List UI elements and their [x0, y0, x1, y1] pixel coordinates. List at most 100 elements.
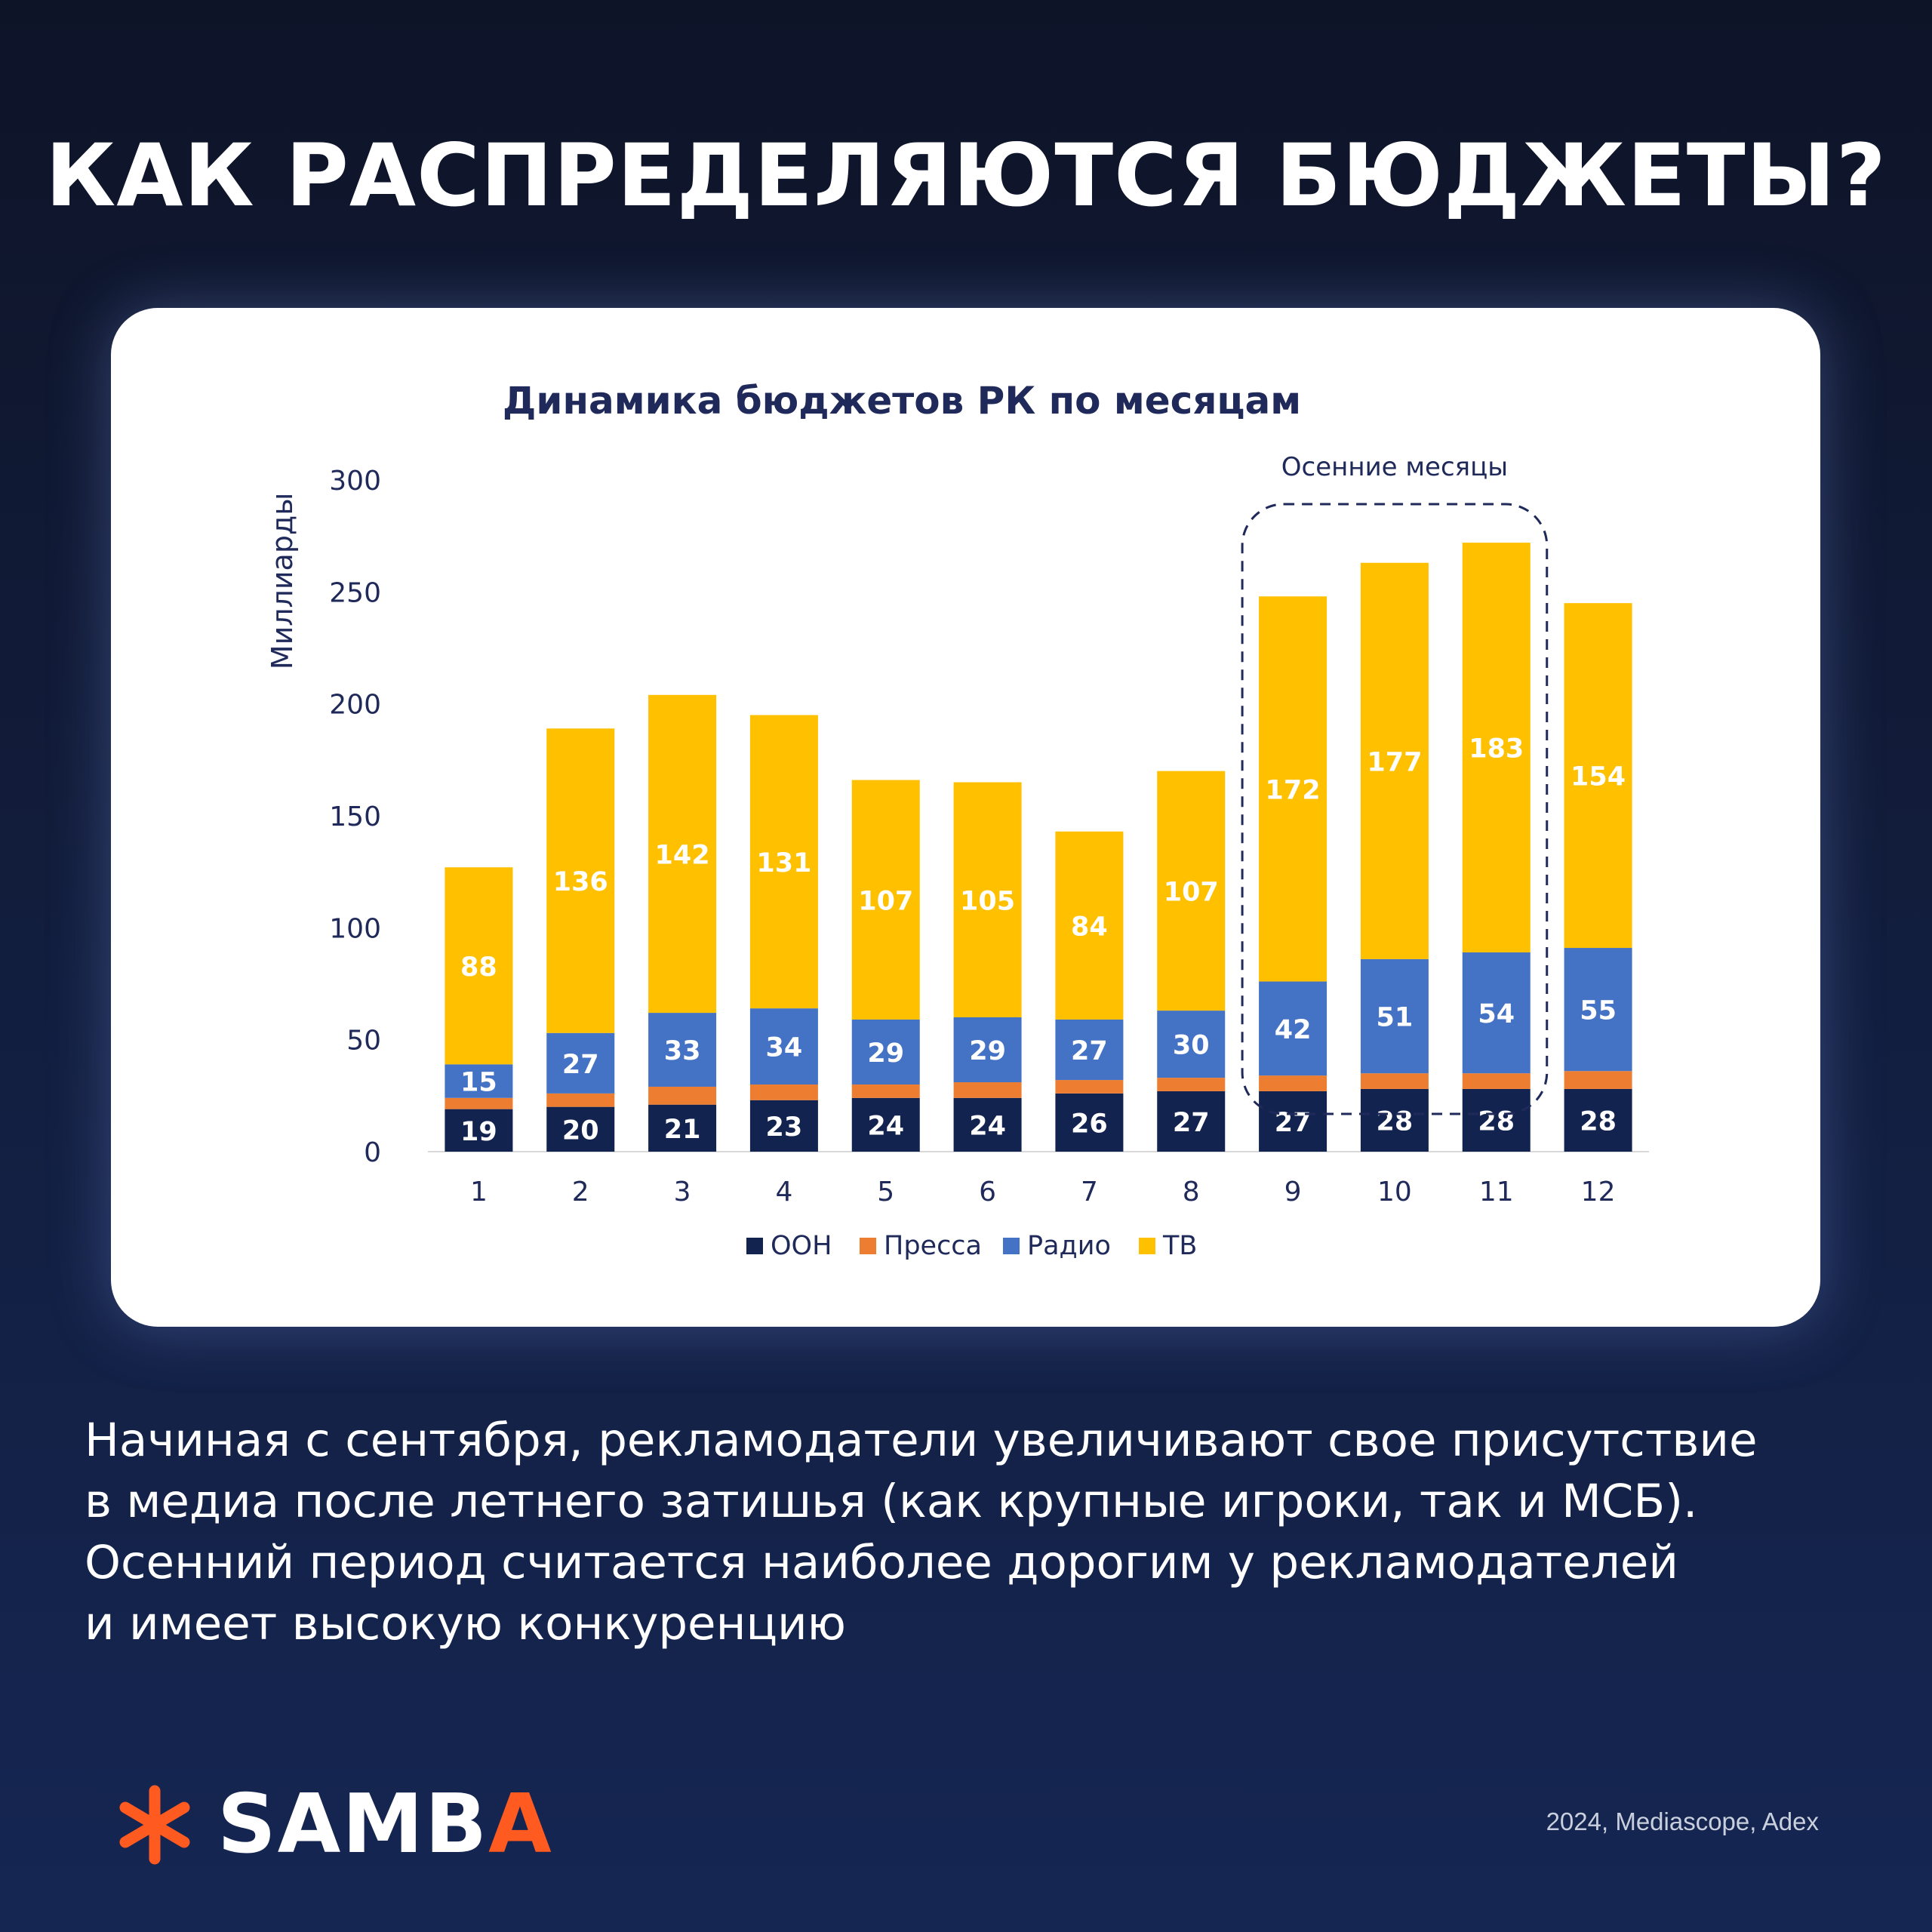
bar-segment — [1157, 1091, 1226, 1152]
source-note: 2024, Mediascope, Adex — [1546, 1807, 1819, 1835]
bars: 19 15 88 20 27 136 21 33 142 23 34 131 24 29 107 24 29 10… — [428, 543, 1649, 1152]
bar-segment — [1259, 1091, 1327, 1152]
data-label: 136 — [553, 867, 608, 897]
data-label: 183 — [1469, 734, 1524, 764]
bar-segment — [1259, 1075, 1327, 1091]
data-label: 42 — [1275, 1015, 1312, 1045]
data-label: 107 — [858, 886, 913, 916]
bar-segment — [953, 1017, 1022, 1083]
x-tick-label: 1 — [470, 1177, 488, 1208]
x-tick-label: 9 — [1284, 1177, 1302, 1208]
x-tick-label: 12 — [1581, 1177, 1616, 1208]
data-label: 34 — [766, 1033, 803, 1063]
description-line: в медиа после летнего затишья (как крупн… — [85, 1475, 1698, 1528]
brand-name-main: SAMB — [217, 1777, 489, 1872]
data-label: 177 — [1367, 747, 1422, 777]
x-tick-label: 2 — [572, 1177, 589, 1208]
y-axis-ticks: 0 50 100 150 200 250 300 — [329, 466, 381, 1168]
autumn-annotation: Осенние месяцы — [1241, 452, 1549, 1115]
bar-segment — [648, 1104, 717, 1152]
legend-label: ТВ — [1162, 1231, 1197, 1261]
bar-segment — [1157, 771, 1226, 1011]
y-tick-label: 100 — [329, 913, 381, 944]
bar-segment — [851, 1019, 920, 1084]
bar-segment — [953, 1097, 1022, 1152]
bar-segment — [648, 1086, 717, 1105]
bar-segment — [749, 715, 818, 1009]
data-label: 27 — [1071, 1036, 1108, 1066]
bar-segment — [1462, 543, 1531, 952]
page-headline: КАК РАСПРЕДЕЛЯЮТСЯ БЮДЖЕТЫ? — [45, 125, 1887, 226]
x-tick-label: 3 — [674, 1177, 691, 1208]
y-axis-label: Миллиарды — [266, 493, 299, 669]
x-axis-ticks: 1 2 3 4 5 6 7 8 9 10 11 12 — [470, 1177, 1616, 1208]
y-tick-label: 50 — [346, 1026, 381, 1057]
stacked-bar-chart: Динамика бюджетов РК по месяцам Миллиард… — [266, 379, 1649, 1261]
bar-segment — [445, 867, 513, 1065]
x-tick-label: 7 — [1081, 1177, 1098, 1208]
data-label: 28 — [1377, 1106, 1414, 1137]
data-label: 27 — [1173, 1108, 1210, 1138]
description-paragraph: Начиная с сентября, рекламодатели увелич… — [85, 1410, 1858, 1654]
description-line: и имеет высокую конкуренцию — [85, 1597, 846, 1651]
y-tick-label: 0 — [364, 1137, 381, 1168]
bar-segment — [1360, 562, 1429, 959]
data-label: 28 — [1580, 1106, 1617, 1137]
data-label: 131 — [756, 848, 811, 878]
bar-segment — [546, 1032, 615, 1094]
data-label: 29 — [867, 1038, 904, 1069]
bar-segment — [445, 1064, 513, 1098]
data-label: 33 — [664, 1036, 701, 1066]
data-label: 105 — [960, 886, 1015, 916]
y-tick-label: 200 — [329, 690, 381, 721]
chart-legend: ООН Пресса Радио ТВ — [746, 1231, 1197, 1261]
data-label: 26 — [1071, 1109, 1108, 1139]
bar-segment — [1564, 1071, 1632, 1089]
bar-segment — [851, 780, 920, 1020]
legend-swatch — [1139, 1238, 1155, 1254]
bar-segment — [445, 1097, 513, 1109]
bar-segment — [1564, 948, 1632, 1072]
bar-segment — [1055, 1093, 1124, 1152]
bar-segment — [1462, 952, 1531, 1074]
data-label: 27 — [1275, 1108, 1312, 1138]
brand-name: SAMBA — [217, 1772, 553, 1878]
bar-segment — [445, 1109, 513, 1152]
autumn-months-label: Осенние месяцы — [1281, 452, 1508, 482]
data-label: 24 — [867, 1111, 904, 1141]
legend-swatch — [1003, 1238, 1020, 1254]
bar-segment — [1360, 1073, 1429, 1089]
x-tick-label: 4 — [775, 1177, 792, 1208]
bar-segment — [953, 1082, 1022, 1098]
data-label: 28 — [1478, 1106, 1515, 1137]
legend-label: Радио — [1027, 1231, 1111, 1261]
data-label: 24 — [969, 1111, 1006, 1141]
x-tick-label: 6 — [979, 1177, 996, 1208]
bar-segment — [1055, 831, 1124, 1020]
bar-segment — [546, 1093, 615, 1107]
y-tick-label: 150 — [329, 801, 381, 832]
bar-segment — [749, 1100, 818, 1152]
bar-segment — [851, 1097, 920, 1152]
bar-segment — [1462, 1088, 1531, 1152]
data-label: 29 — [969, 1036, 1006, 1066]
data-label: 19 — [460, 1117, 497, 1147]
y-tick-label: 300 — [329, 466, 381, 497]
data-label: 51 — [1377, 1003, 1414, 1033]
asterisk-logo-icon — [119, 1785, 190, 1865]
brand-name-accent: A — [488, 1777, 553, 1872]
data-label: 84 — [1071, 912, 1108, 942]
brand-logo: SAMBA — [113, 1772, 553, 1878]
data-label: 27 — [562, 1050, 599, 1080]
data-label: 172 — [1266, 775, 1321, 805]
data-label: 54 — [1478, 999, 1515, 1029]
bar-segment — [749, 1084, 818, 1100]
bar-segment — [648, 1013, 717, 1087]
bar-segment — [1259, 596, 1327, 982]
data-label: 154 — [1571, 762, 1626, 792]
y-tick-label: 250 — [329, 577, 381, 608]
bar-segment — [1564, 1088, 1632, 1152]
data-label: 142 — [655, 840, 710, 870]
bar-segment — [1157, 1011, 1226, 1078]
bar-segment — [1157, 1078, 1226, 1091]
